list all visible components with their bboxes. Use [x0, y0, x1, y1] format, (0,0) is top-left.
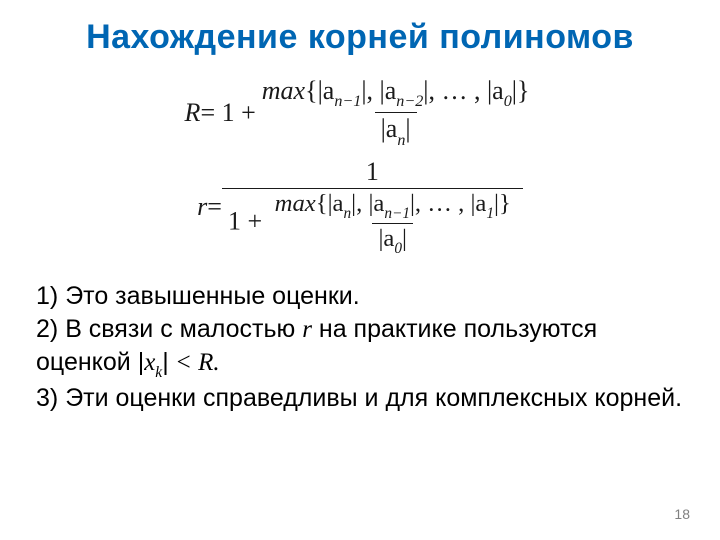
den-open: |a [381, 114, 398, 143]
isub-0: 0 [394, 240, 402, 257]
outer-den: 1 + max{|an|, |an−1|, … , |a1|} |a0| [222, 188, 523, 256]
note-1-text: Это завышенные оценки. [65, 282, 360, 310]
outer-num-1: 1 [360, 158, 385, 187]
formula-upper-bound: R = 1 + max{|an−1|, |an−2|, … , |a0|} |a… [36, 77, 684, 148]
formula-lower-bound: r = 1 1 + max{|an|, |an−1|, … , |a1|} |a… [36, 158, 684, 255]
inum-open: {|a [316, 190, 344, 217]
sub-n-2: n−2 [396, 93, 423, 110]
inner-num: max{|an|, |an−1|, … , |a1|} [269, 191, 517, 223]
sep2: |, … , |a [423, 76, 503, 105]
note-2-r: r [302, 316, 312, 343]
notes-block: 1) Это завышенные оценки. 2) В связи с м… [36, 280, 684, 415]
sub-n-1: n−1 [334, 93, 361, 110]
note-2-x: x [144, 349, 155, 376]
max-label: max [262, 76, 305, 105]
fraction-R-denominator: |an| [375, 112, 417, 148]
den-close: | [405, 114, 410, 143]
isub-1: 1 [486, 205, 494, 222]
note-3: 3) Эти оценки справедливы и для комплекс… [36, 382, 684, 415]
slide: Нахождение корней полиномов R = 1 + max{… [0, 0, 720, 540]
num-close: |} [512, 76, 530, 105]
note-1: 1) Это завышенные оценки. [36, 280, 684, 313]
fraction-R: max{|an−1|, |an−2|, … , |a0|} |an| [256, 77, 536, 148]
lt: < [169, 349, 198, 376]
note-1-num: 1) [36, 282, 65, 310]
sep1: |, |a [361, 76, 396, 105]
fraction-r-inner: max{|an|, |an−1|, … , |a1|} |a0| [269, 191, 517, 256]
note-2-R: R [198, 349, 213, 376]
inum-close: |} [494, 190, 511, 217]
page-number: 18 [674, 506, 690, 522]
fraction-R-numerator: max{|an−1|, |an−2|, … , |a0|} [256, 77, 536, 112]
iden-close: | [402, 225, 407, 252]
one-plus: 1 + [228, 206, 269, 235]
inner-den: |a0| [372, 223, 413, 256]
slide-title: Нахождение корней полиномов [36, 18, 684, 57]
isub-n: n [344, 205, 352, 222]
sub-0: 0 [504, 93, 512, 110]
note-2-sub: k [155, 364, 162, 381]
note-3-text: Эти оценки справедливы и для комплексных… [65, 384, 682, 412]
eq-1plus: = 1 + [200, 99, 255, 126]
num-open: {|a [305, 76, 334, 105]
isep2: |, … , |a [410, 190, 486, 217]
fraction-r-outer: 1 1 + max{|an|, |an−1|, … , |a1|} |a0| [222, 158, 523, 255]
sym-R: R [185, 99, 201, 126]
note-2a: В связи с малостью [65, 315, 302, 343]
sub-n: n [397, 132, 405, 149]
eq: = [207, 193, 222, 220]
formula-block: R = 1 + max{|an−1|, |an−2|, … , |a0|} |a… [36, 77, 684, 256]
sym-r: r [197, 193, 207, 220]
note-3-num: 3) [36, 384, 65, 412]
note-2-dot: . [213, 349, 219, 376]
isep1: |, |a [351, 190, 384, 217]
note-2: 2) В связи с малостью r на практике поль… [36, 313, 684, 382]
max-label-2: max [275, 190, 316, 217]
isub-n-1: n−1 [384, 205, 410, 222]
iden-open: |a [378, 225, 394, 252]
note-2-num: 2) [36, 315, 65, 343]
